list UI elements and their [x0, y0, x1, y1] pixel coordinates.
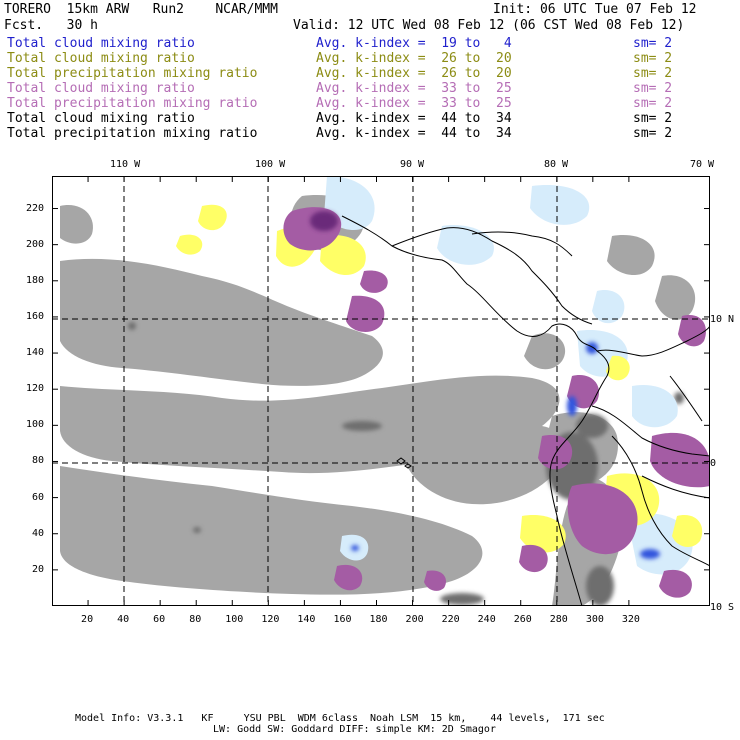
y-tick-label: 220: [26, 202, 45, 214]
lon-label-100w: 100 W: [255, 159, 286, 170]
init-time: Init: 06 UTC Tue 07 Feb 12: [493, 2, 697, 17]
legend-smoothing: sm= 2: [633, 51, 673, 66]
legend-k-index: Avg. k-index = 44 to 34: [316, 111, 512, 126]
x-tick-label: 220: [441, 614, 460, 625]
legend-k-index: Avg. k-index = 26 to 20: [316, 66, 512, 81]
legend-smoothing: sm= 2: [633, 96, 673, 111]
legend-smoothing: sm= 2: [633, 126, 673, 141]
x-tick-label: 60: [153, 614, 166, 625]
y-tick-label: 80: [32, 455, 45, 467]
x-tick-label: 200: [405, 614, 424, 625]
lon-label-110w: 110 W: [110, 159, 141, 170]
plot-title: TORERO 15km ARW Run2 NCAR/MMM: [4, 2, 278, 17]
legend-field-label: Total cloud mixing ratio: [7, 36, 195, 51]
map-frame: [52, 176, 710, 606]
x-tick-label: 120: [261, 614, 280, 625]
x-tick-label: 260: [513, 614, 532, 625]
y-tick-label: 20: [32, 563, 45, 575]
y-tick-label: 120: [26, 383, 45, 395]
x-tick-label: 320: [621, 614, 640, 625]
lon-label-90w: 90 W: [400, 159, 425, 170]
lat-label-10n: 10 N: [710, 314, 735, 325]
x-tick-label: 80: [189, 614, 202, 625]
legend-k-index: Avg. k-index = 26 to 20: [316, 51, 512, 66]
legend-k-index: Avg. k-index = 33 to 25: [316, 81, 512, 96]
y-tick-label: 180: [26, 274, 45, 286]
coastlines: [341, 215, 710, 606]
legend-k-index: Avg. k-index = 19 to 4: [316, 36, 512, 51]
x-tick-label: 300: [585, 614, 604, 625]
x-tick-label: 20: [81, 614, 94, 625]
legend-field-label: Total precipitation mixing ratio: [7, 126, 258, 141]
legend-field-label: Total precipitation mixing ratio: [7, 66, 258, 81]
legend-smoothing: sm= 2: [633, 81, 673, 96]
physics-info: LW: Godd SW: Goddard DIFF: simple KM: 2D…: [213, 724, 496, 735]
forecast-hour: Fcst. 30 h: [4, 18, 98, 33]
legend-field-label: Total cloud mixing ratio: [7, 81, 195, 96]
y-tick-label: 160: [26, 310, 45, 322]
intense-cores: [310, 211, 660, 559]
x-tick-label: 100: [225, 614, 244, 625]
legend-smoothing: sm= 2: [633, 66, 673, 81]
frame-tick-marks: [52, 176, 710, 606]
x-tick-label: 180: [369, 614, 388, 625]
lat-lon-grid: [52, 176, 710, 606]
legend-smoothing: sm= 2: [633, 36, 673, 51]
legend-field-label: Total precipitation mixing ratio: [7, 96, 258, 111]
legend-field-label: Total cloud mixing ratio: [7, 111, 195, 126]
y-tick-label: 40: [32, 527, 45, 539]
y-tick-label: 100: [26, 419, 45, 431]
x-tick-label: 280: [549, 614, 568, 625]
legend-field-label: Total cloud mixing ratio: [7, 51, 195, 66]
x-tick-label: 240: [477, 614, 496, 625]
x-tick-label: 40: [117, 614, 130, 625]
forecast-map: [52, 176, 710, 606]
gray-cloud-field: [60, 195, 696, 606]
model-info: Model Info: V3.3.1 KF YSU PBL WDM 6class…: [75, 713, 605, 724]
y-tick-label: 140: [26, 347, 45, 359]
y-tick-label: 60: [32, 491, 45, 503]
legend-k-index: Avg. k-index = 44 to 34: [316, 126, 512, 141]
x-tick-label: 140: [297, 614, 316, 625]
yellow-precip: [176, 204, 703, 553]
y-tick-label: 200: [26, 238, 45, 250]
legend-k-index: Avg. k-index = 33 to 25: [316, 96, 512, 111]
purple-precip: [283, 207, 710, 598]
x-tick-label: 160: [333, 614, 352, 625]
lon-label-80w: 80 W: [544, 159, 569, 170]
legend-smoothing: sm= 2: [633, 111, 673, 126]
lon-label-70w: 70 W: [690, 159, 715, 170]
lat-label-10s: 10 S: [710, 602, 735, 613]
valid-time: Valid: 12 UTC Wed 08 Feb 12 (06 CST Wed …: [293, 18, 685, 33]
lat-label-0: 0: [710, 458, 717, 469]
